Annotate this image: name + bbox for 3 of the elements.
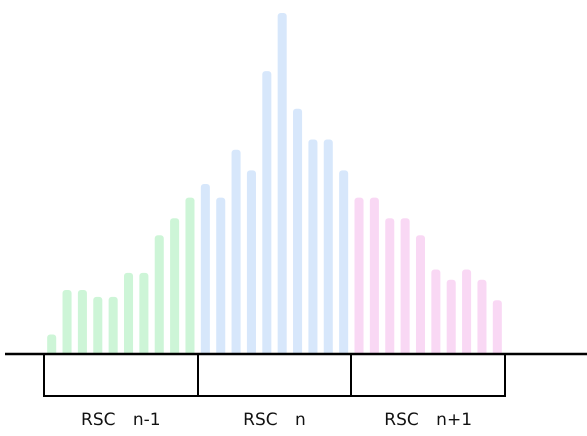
text: RSC n+1 — [384, 410, 472, 430]
text: RSC n — [243, 410, 306, 430]
text: RSC n-1 — [81, 410, 161, 430]
